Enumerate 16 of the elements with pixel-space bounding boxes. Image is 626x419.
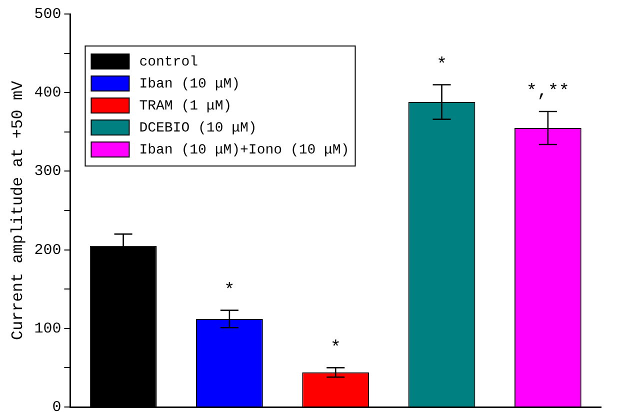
annotation: *: [330, 338, 342, 358]
annotation: *: [436, 56, 448, 76]
y-axis-title: Current amplitude at +50 mV: [8, 80, 27, 340]
y-tick-label: 300: [34, 163, 62, 180]
y-tick-label: 0: [52, 398, 62, 416]
annotation: *: [224, 281, 235, 302]
legend-label: control: [139, 54, 198, 71]
y-tick-label: 400: [34, 84, 62, 102]
legend-label: TRAM (1 μM): [139, 98, 232, 115]
y-tick-label: 500: [34, 6, 62, 23]
y-tick-label: 200: [34, 242, 62, 259]
legend-label: Iban (10 μM)+Iono (10 μM): [139, 142, 350, 159]
legend-label: Iban (10 μM): [139, 76, 240, 93]
annotation: *,**: [526, 82, 570, 102]
y-tick-label: 100: [34, 320, 62, 338]
legend-label: DCEBIO (10 μM): [139, 120, 257, 137]
